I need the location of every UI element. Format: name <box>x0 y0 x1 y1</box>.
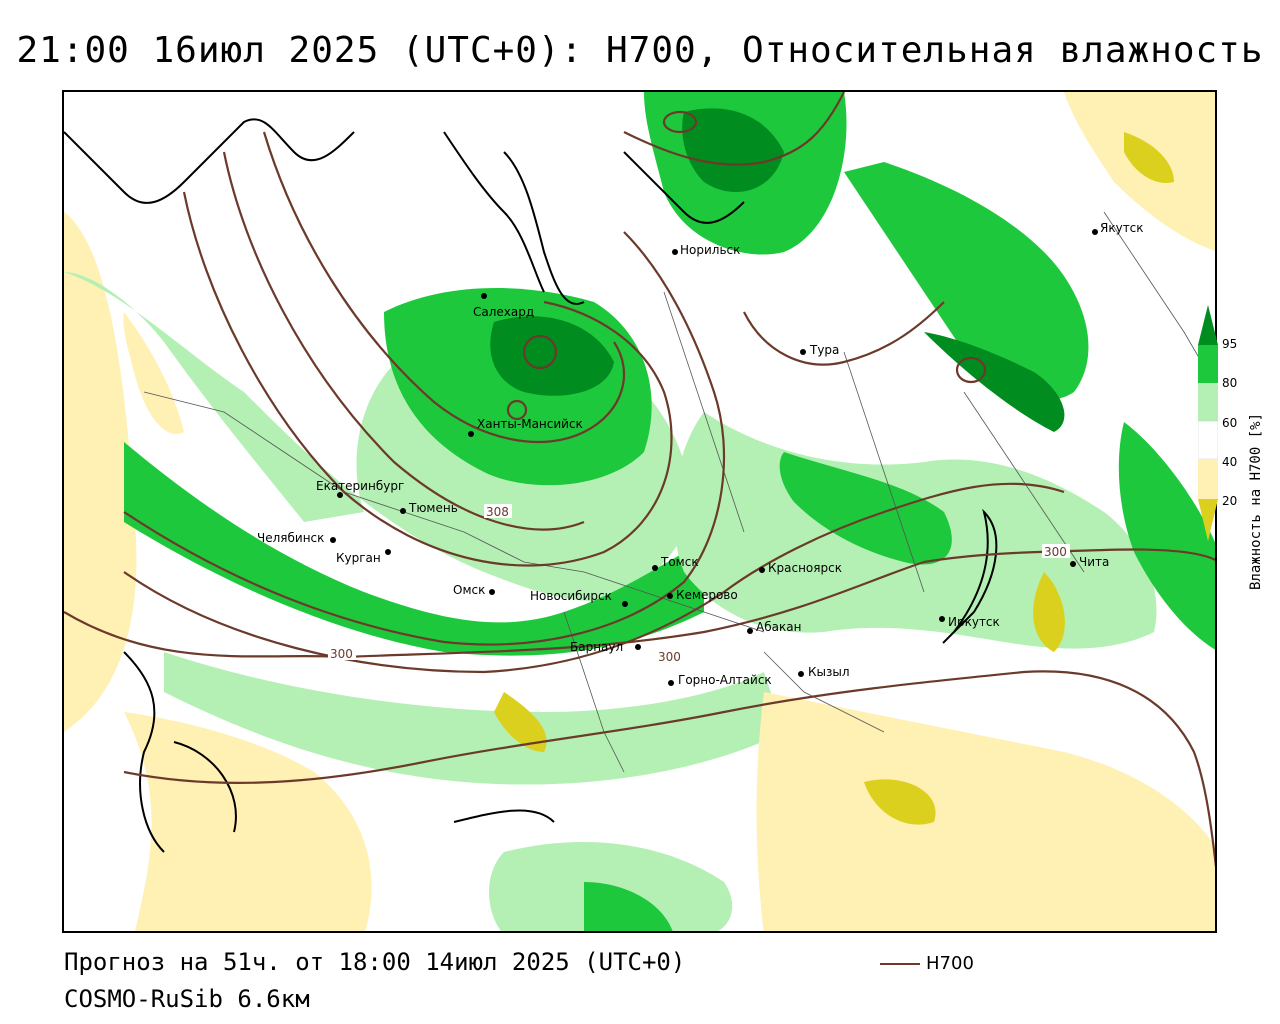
city-label: Омск <box>453 583 485 597</box>
city-label: Абакан <box>756 620 801 634</box>
city-label: Тура <box>809 343 839 357</box>
city-label: Ханты-Мансийск <box>477 417 583 431</box>
model-info: COSMO-RuSib 6.6км <box>64 985 310 1013</box>
city-label: Красноярск <box>768 561 842 575</box>
legend-label: H700 <box>926 953 974 974</box>
colorbar-tick: 40 <box>1222 455 1238 469</box>
city-label: Новосибирск <box>530 589 612 603</box>
colorbar-tick: 60 <box>1222 416 1238 430</box>
city-label: Кемерово <box>676 588 738 602</box>
contour-label: 300 <box>658 650 681 664</box>
colorbar-tick: 20 <box>1222 494 1238 508</box>
city-label: Екатеринбург <box>316 479 404 493</box>
contour-label: 300 <box>1044 545 1067 559</box>
city-label: Чита <box>1079 555 1109 569</box>
colorbar <box>1198 305 1218 541</box>
city-label: Норильск <box>680 243 740 257</box>
map-area: 300 300 300 308 Якутск Норильск Салехард… <box>62 90 1217 933</box>
forecast-info: Прогноз на 51ч. от 18:00 14июл 2025 (UTC… <box>64 948 686 976</box>
colorbar-tick: 80 <box>1222 376 1238 390</box>
map-canvas: 300 300 300 308 Якутск Норильск Салехард… <box>64 92 1215 931</box>
colorbar-tick: 95 <box>1222 337 1238 351</box>
city-markers: Якутск Норильск Салехард Тура Ханты-Манс… <box>257 221 1144 687</box>
city-label: Якутск <box>1100 221 1144 235</box>
colorbar-title: Влажность на H700 [%] <box>1248 412 1264 590</box>
city-label: Тюмень <box>408 501 458 515</box>
map-title: 21:00 16июл 2025 (UTC+0): H700, Относите… <box>16 30 1264 71</box>
legend-line-swatch <box>880 962 920 965</box>
contour-label: 308 <box>486 505 509 519</box>
humidity-field <box>64 92 1215 931</box>
city-label: Салехард <box>473 305 534 319</box>
city-label: Барнаул <box>570 640 623 654</box>
h700-contours <box>64 92 1215 868</box>
city-label: Курган <box>336 551 381 565</box>
city-label: Томск <box>660 555 699 569</box>
contour-label: 300 <box>330 647 353 661</box>
city-label: Иркутск <box>948 615 1000 629</box>
city-label: Горно-Алтайск <box>678 673 772 687</box>
city-label: Челябинск <box>257 531 324 545</box>
legend: H700 <box>880 953 974 974</box>
city-label: Кызыл <box>808 665 850 679</box>
contour-labels: 300 300 300 308 <box>328 504 1070 664</box>
